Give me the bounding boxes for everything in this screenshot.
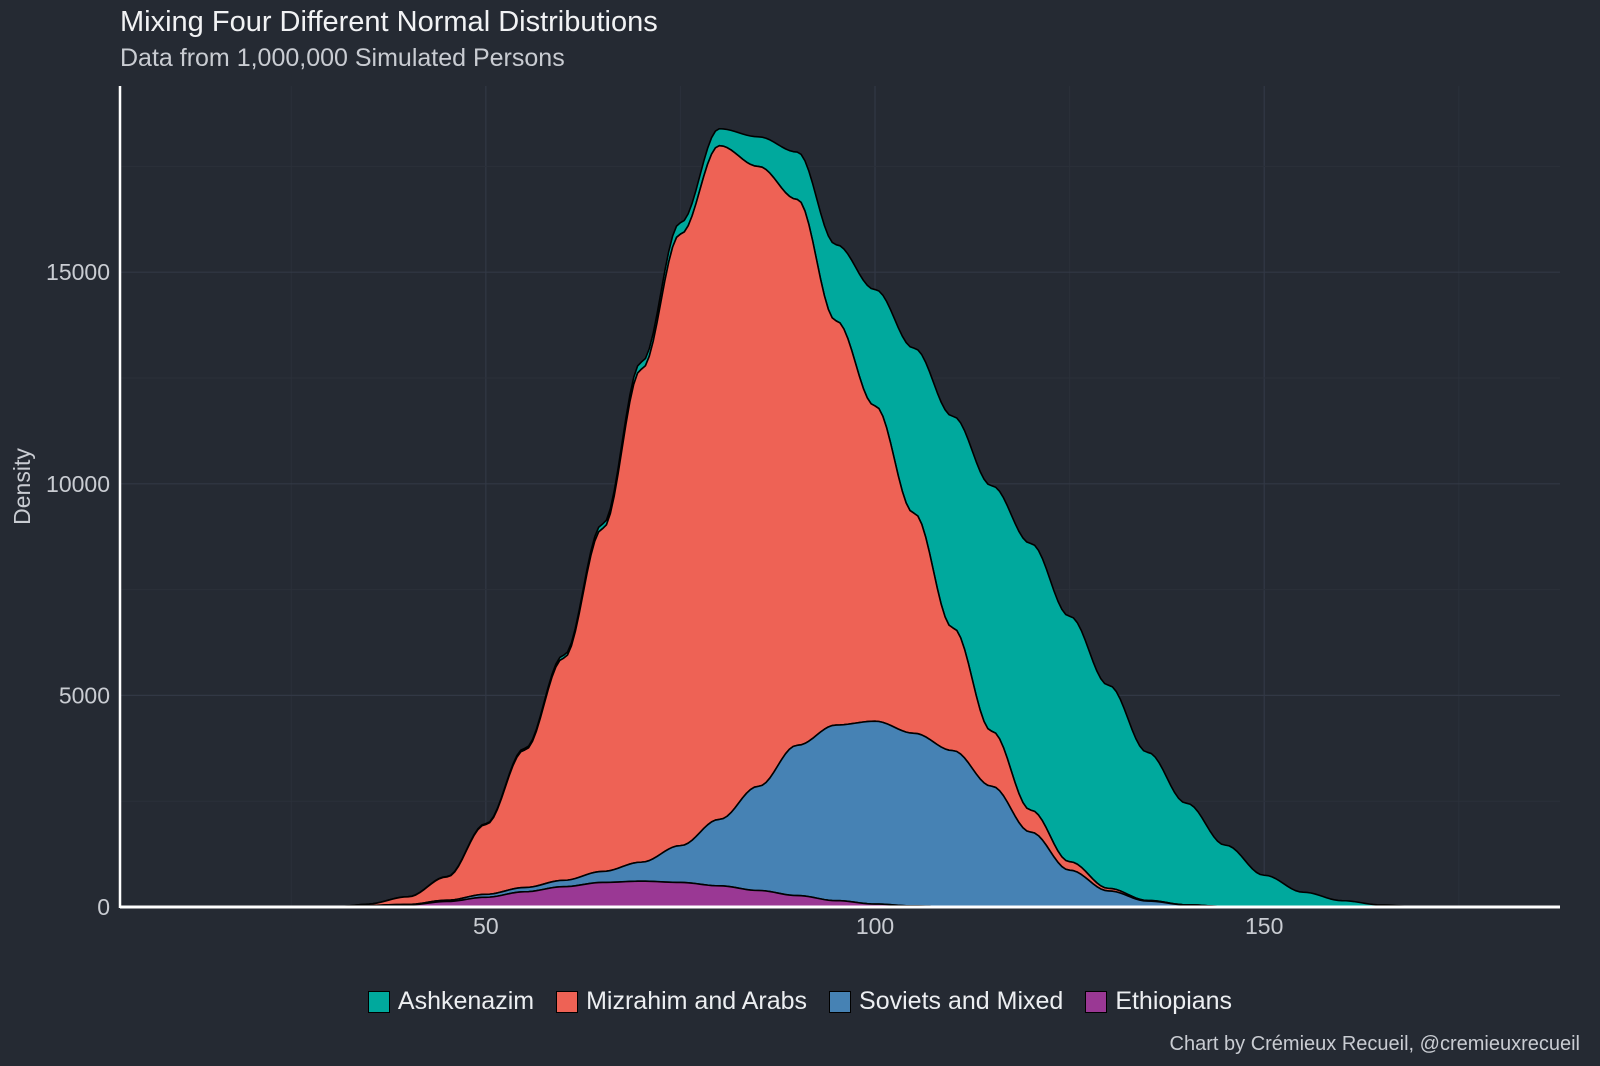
x-tick-label: 150	[1245, 913, 1283, 939]
legend: Ashkenazim Mizrahim and Arabs Soviets an…	[0, 987, 1600, 1016]
legend-item-soviets[interactable]: Soviets and Mixed	[829, 987, 1063, 1016]
legend-label-ashkenazim: Ashkenazim	[397, 987, 535, 1015]
area-layer	[251, 127, 1483, 908]
y-tick-label: 10000	[46, 471, 110, 497]
y-tick-label: 15000	[46, 259, 110, 285]
y-tick-label: 5000	[59, 682, 110, 708]
chart-title: Mixing Four Different Normal Distributio…	[120, 6, 658, 38]
chart-subtitle: Data from 1,000,000 Simulated Persons	[120, 44, 565, 72]
legend-swatch-soviets	[829, 990, 852, 1013]
axis-layer	[118, 86, 1560, 909]
legend-swatch-ethiopians	[1085, 990, 1108, 1013]
legend-item-mizrahim[interactable]: Mizrahim and Arabs	[556, 987, 807, 1016]
y-axis-title: Density	[9, 448, 35, 525]
label-layer: 50 100 150 0 5000 10000 15000 Density	[9, 259, 1283, 939]
x-tick-label: 50	[473, 913, 499, 939]
legend-swatch-mizrahim	[556, 990, 579, 1013]
legend-item-ethiopians[interactable]: Ethiopians	[1085, 987, 1232, 1016]
legend-label-mizrahim: Mizrahim and Arabs	[586, 987, 808, 1015]
y-tick-label: 0	[97, 894, 110, 920]
legend-label-soviets: Soviets and Mixed	[859, 987, 1064, 1015]
legend-label-ethiopians: Ethiopians	[1115, 987, 1233, 1015]
legend-item-ashkenazim[interactable]: Ashkenazim	[367, 987, 535, 1016]
chart-caption: Chart by Crémieux Recueil, @cremieuxrecu…	[1169, 1033, 1580, 1055]
legend-swatch-ashkenazim	[367, 990, 390, 1013]
x-tick-label: 100	[856, 913, 894, 939]
